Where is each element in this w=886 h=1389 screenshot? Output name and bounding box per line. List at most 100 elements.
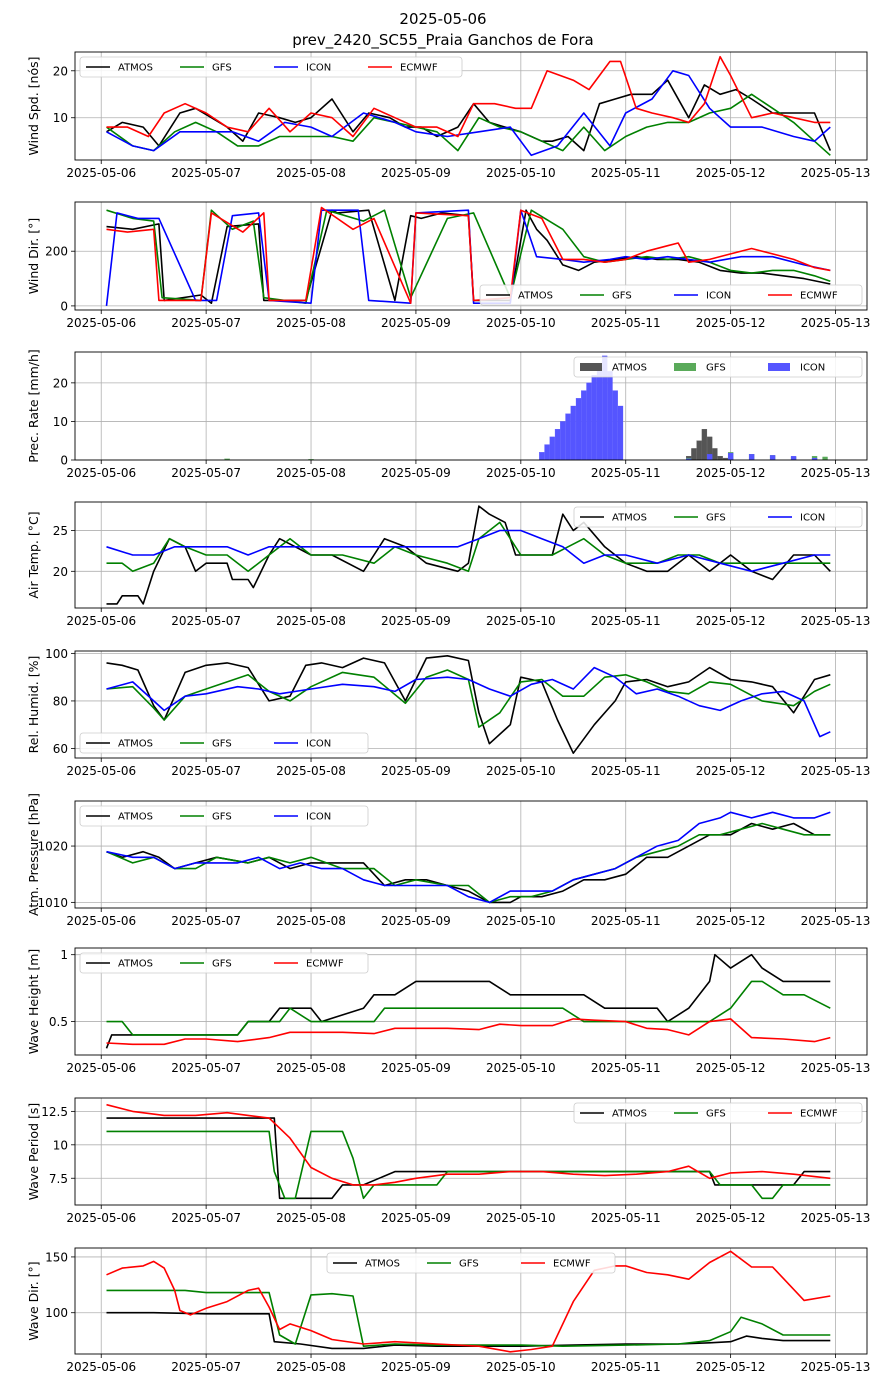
y-tick-label: 10 [53, 111, 68, 125]
x-tick-label: 2025-05-10 [486, 1360, 556, 1374]
x-tick-label: 2025-05-06 [66, 1061, 136, 1075]
y-tick-label: 1 [60, 948, 68, 962]
x-tick-label: 2025-05-13 [801, 466, 871, 480]
series-line-gfs [106, 669, 831, 728]
legend-swatch-icon [768, 363, 790, 371]
series-group-air-temperature [106, 505, 831, 605]
x-tick-label: 2025-05-13 [801, 764, 871, 778]
series-line-ecmwf [106, 1103, 831, 1186]
x-tick-label: 2025-05-10 [486, 316, 556, 330]
axes-frame [74, 650, 868, 759]
x-tick-label: 2025-05-13 [801, 316, 871, 330]
legend-label-ecmwf: ECMWF [553, 1259, 591, 1270]
series-line-atmos [106, 654, 831, 755]
legend-label-ecmwf: ECMWF [800, 1109, 838, 1120]
bar-icon [748, 454, 755, 460]
series-line-icon [106, 666, 831, 738]
x-tick-label: 2025-05-11 [591, 1211, 661, 1225]
x-tick-label: 2025-05-06 [66, 316, 136, 330]
bar-icon [607, 371, 613, 460]
x-tick-label: 2025-05-07 [171, 166, 241, 180]
legend: ATMOS GFS ICON ECMWF [479, 284, 863, 306]
legend-label-atmos: ATMOS [365, 1259, 400, 1270]
bar-atmos [706, 436, 713, 460]
legend-box [79, 805, 369, 827]
bar-gfs [224, 458, 230, 460]
y-tick-label: 20 [53, 64, 68, 78]
x-tick-label: 2025-05-07 [171, 764, 241, 778]
y-tick-label: 20 [53, 565, 68, 579]
y-axis-label: Wave Dir. [°] [26, 1261, 41, 1340]
legend-label-atmos: ATMOS [118, 812, 153, 823]
x-tick-label: 2025-05-09 [381, 1211, 451, 1225]
x-tick-label: 2025-05-07 [171, 1211, 241, 1225]
bar-atmos [691, 448, 697, 460]
y-tick-label: 0 [60, 299, 68, 313]
panel-wave-direction: 2025-05-06 2025-05-07 2025-05-08 2025-05-09… [26, 1247, 870, 1374]
legend-label-atmos: ATMOS [118, 739, 153, 750]
y-axis-label: Wind Spd. [nós] [26, 57, 41, 156]
x-tick-label: 2025-05-12 [696, 914, 766, 928]
series-group-wave-height [105, 953, 831, 1049]
x-tick-label: 2025-05-09 [381, 466, 451, 480]
y-tick-label: 7.5 [49, 1172, 68, 1186]
x-tick-label: 2025-05-09 [381, 1061, 451, 1075]
bar-icon [560, 421, 566, 460]
series-line-atmos [106, 1311, 831, 1350]
x-tick-label: 2025-05-10 [486, 764, 556, 778]
bar-icon [769, 455, 776, 460]
x-tick-label: 2025-05-07 [171, 466, 241, 480]
bar-atmos [717, 455, 723, 460]
x-tick-label: 2025-05-11 [591, 166, 661, 180]
legend-label-ecmwf: ECMWF [306, 959, 344, 970]
panel-wave-height: 2025-05-06 2025-05-07 2025-05-08 2025-05-09… [26, 947, 870, 1075]
x-tick-label: 2025-05-07 [171, 316, 241, 330]
x-tick-label: 2025-05-11 [591, 914, 661, 928]
x-tick-label: 2025-05-08 [276, 914, 346, 928]
x-tick-label: 2025-05-12 [696, 316, 766, 330]
legend-label-gfs: GFS [706, 363, 726, 374]
x-tick-label: 2025-05-09 [381, 316, 451, 330]
series-group-wave-period [106, 1103, 831, 1200]
bar-atmos [722, 457, 729, 460]
y-tick-label: 20 [53, 376, 68, 390]
bar-icon [565, 413, 571, 460]
axes-frame [74, 201, 868, 311]
series-line-icon [106, 529, 831, 573]
y-tick-label: 1010 [37, 896, 68, 910]
series-line-ecmwf [106, 1018, 831, 1046]
legend-label-icon: ICON [706, 291, 731, 302]
y-tick-label: 10 [53, 415, 68, 429]
series-line-gfs [106, 93, 831, 156]
bar-atmos [701, 428, 708, 460]
x-tick-label: 2025-05-06 [66, 1211, 136, 1225]
series-line-atmos [106, 505, 831, 605]
panel-wind-direction: 2025-05-06 2025-05-07 2025-05-08 2025-05-09… [26, 201, 871, 330]
bar-icon [539, 452, 545, 460]
x-tick-label: 2025-05-09 [381, 764, 451, 778]
axes-frame [74, 51, 868, 161]
x-tick-label: 2025-05-06 [66, 764, 136, 778]
series-group-wind-speed [106, 55, 832, 157]
x-tick-label: 2025-05-12 [696, 1211, 766, 1225]
panel-air-temperature: 2025-05-06 2025-05-07 2025-05-08 2025-05-09… [26, 501, 870, 628]
legend-swatch-atmos [580, 363, 602, 371]
y-tick-label: 80 [53, 694, 68, 708]
x-tick-label: 2025-05-07 [171, 1360, 241, 1374]
x-tick-label: 2025-05-10 [486, 166, 556, 180]
x-tick-label: 2025-05-13 [801, 914, 871, 928]
legend-label-icon: ICON [306, 63, 331, 74]
x-tick-label: 2025-05-08 [276, 1211, 346, 1225]
bar-icon [790, 455, 797, 460]
bar-icon [596, 367, 603, 460]
legend-box [573, 1102, 863, 1124]
legend-label-icon: ICON [800, 363, 825, 374]
x-tick-label: 2025-05-12 [696, 1061, 766, 1075]
bar-icon [617, 405, 624, 460]
panel-wave-period: 2025-05-06 2025-05-07 2025-05-08 2025-05-09… [26, 1097, 870, 1225]
series-line-gfs [106, 1289, 831, 1347]
bar-icon [575, 398, 582, 460]
bar-icon [727, 452, 734, 460]
axes-frame [74, 800, 868, 909]
legend-label-atmos: ATMOS [612, 1109, 647, 1120]
